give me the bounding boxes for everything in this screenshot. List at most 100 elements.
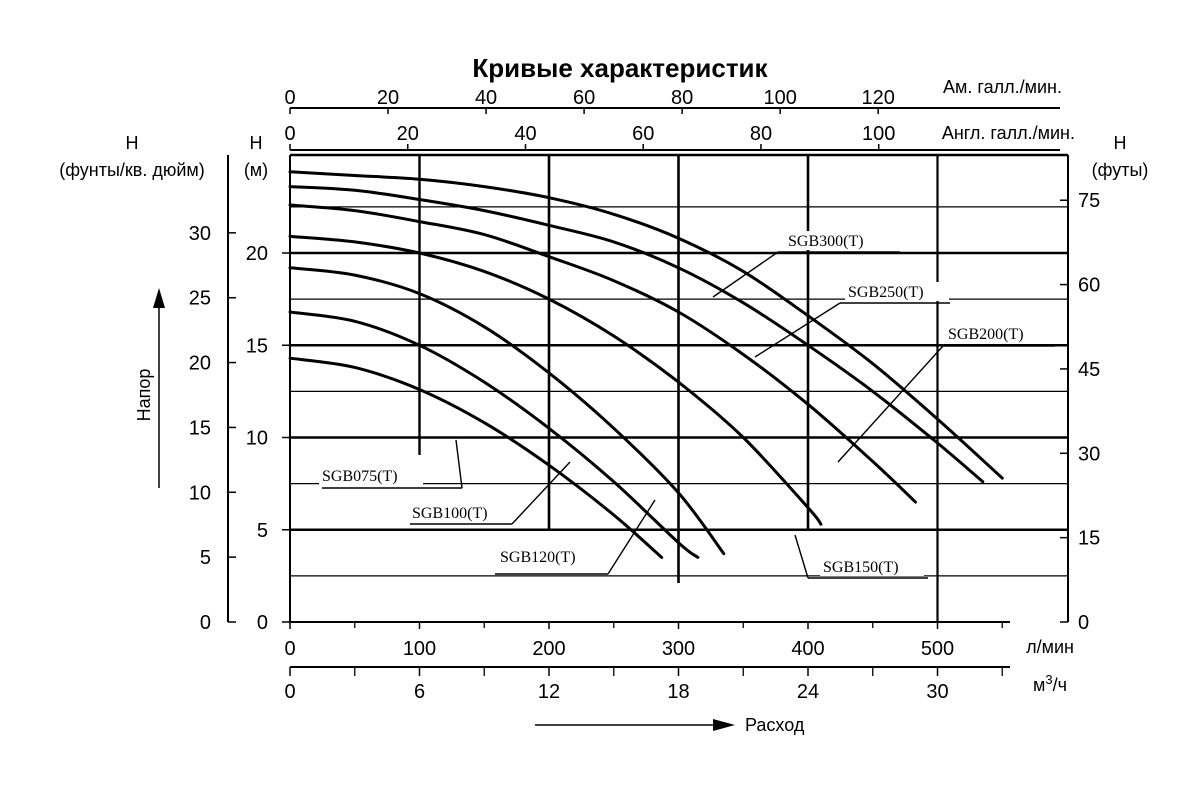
tick-label: 12 bbox=[538, 681, 560, 703]
tick-label: 100 bbox=[763, 87, 796, 109]
tick-label: 500 bbox=[921, 638, 954, 660]
x-axis-arrow: Расход bbox=[535, 715, 805, 735]
tick-label: 400 bbox=[791, 638, 824, 660]
top-uk-axis: Англ. галл./мин. 0 20 40 60 80 100 bbox=[284, 123, 1075, 151]
tick-label: 40 bbox=[475, 87, 497, 109]
y-axis-label: Напор bbox=[134, 369, 154, 422]
tick-label: 0 bbox=[284, 638, 295, 660]
curve-series bbox=[288, 170, 1004, 559]
top-us-axis: Ам. галл./мин. 0 20 40 60 80 100 120 bbox=[284, 77, 1062, 114]
tick-label: 30 bbox=[1078, 443, 1100, 465]
tick-label: 75 bbox=[1078, 190, 1100, 212]
left-m-unit: (м) bbox=[244, 160, 268, 180]
tick-label: 10 bbox=[189, 482, 211, 504]
left-m-axis: H (м) 0 5 10 15 20 bbox=[244, 133, 290, 634]
tick-label: 60 bbox=[573, 87, 595, 109]
left-m-title: H bbox=[250, 133, 263, 153]
curve-label-leader bbox=[837, 345, 944, 463]
tick-label: 6 bbox=[414, 681, 425, 703]
tick-label: 15 bbox=[189, 417, 211, 439]
left-psi-axis: H (фунты/кв. дюйм) 0 5 10 15 20 25 30 bbox=[59, 133, 236, 634]
chart-title: Кривые характеристик bbox=[472, 53, 768, 83]
tick-label: 100 bbox=[862, 123, 895, 145]
curve-sgb075t bbox=[288, 356, 664, 559]
bottom-lpm-unit: л/мин bbox=[1026, 637, 1074, 657]
curve-label: SGB150(T) bbox=[823, 559, 899, 576]
tick-label: 20 bbox=[377, 87, 399, 109]
curve-sgb250t bbox=[288, 185, 985, 484]
tick-label: 60 bbox=[632, 123, 654, 145]
curve-label-leader bbox=[754, 302, 841, 358]
tick-label: 60 bbox=[1078, 275, 1100, 297]
curve-label-leader bbox=[607, 499, 656, 575]
tick-label: 200 bbox=[532, 638, 565, 660]
tick-label: 0 bbox=[284, 87, 295, 109]
curve-label-leader bbox=[794, 534, 809, 579]
curve-sgb150t bbox=[288, 234, 823, 526]
bottom-m3h-unit-base: м bbox=[1033, 675, 1045, 695]
tick-label: 24 bbox=[797, 681, 819, 703]
curve-label-bg bbox=[409, 503, 513, 522]
curve-label-bg bbox=[945, 324, 1049, 343]
curve-labels: SGB075(T) SGB100(T) SGB120(T) SGB150(T) SGB2… bbox=[319, 231, 1055, 579]
tick-label: 40 bbox=[514, 123, 536, 145]
left-psi-title: H bbox=[126, 133, 139, 153]
tick-label: 25 bbox=[189, 288, 211, 310]
tick-label: 15 bbox=[1078, 528, 1100, 550]
curve-label-bg bbox=[497, 547, 601, 566]
bottom-m3h-unit-exp: 3 bbox=[1045, 672, 1052, 687]
tick-label: 120 bbox=[862, 87, 895, 109]
y-axis-arrow: Напор bbox=[134, 288, 165, 488]
plot-frame bbox=[289, 153, 1068, 622]
curve-label-leader bbox=[511, 461, 571, 525]
tick-label: 45 bbox=[1078, 359, 1100, 381]
curve-sgb100t bbox=[288, 310, 700, 559]
curve-label: SGB200(T) bbox=[948, 326, 1024, 343]
tick-label: 15 bbox=[246, 335, 268, 357]
tick-label: 100 bbox=[403, 638, 436, 660]
tick-label: 0 bbox=[284, 681, 295, 703]
tick-label: 30 bbox=[189, 223, 211, 245]
curve-sgb300t bbox=[288, 170, 1004, 480]
tick-label: 18 bbox=[667, 681, 689, 703]
tick-label: 0 bbox=[1078, 612, 1089, 634]
right-ft-title: H bbox=[1114, 133, 1127, 153]
bottom-m3h-unit: м3/ч bbox=[1033, 672, 1067, 695]
curve-label: SGB120(T) bbox=[500, 549, 576, 566]
curve-label-bg bbox=[845, 282, 949, 301]
tick-label: 20 bbox=[397, 123, 419, 145]
tick-label: 20 bbox=[189, 353, 211, 375]
bottom-m3h-unit-tail: /ч bbox=[1053, 675, 1067, 695]
curve-label: SGB300(T) bbox=[788, 233, 864, 250]
top-uk-axis-unit: Англ. галл./мин. bbox=[942, 123, 1075, 143]
tick-label: 300 bbox=[662, 638, 695, 660]
left-psi-unit: (фунты/кв. дюйм) bbox=[59, 160, 205, 180]
bottom-m3h-axis: м3/ч 0 6 12 18 24 30 bbox=[284, 666, 1067, 703]
curve-label: SGB100(T) bbox=[412, 505, 488, 522]
plot-grid bbox=[290, 155, 1068, 622]
top-us-axis-unit: Ам. галл./мин. bbox=[943, 77, 1062, 97]
curve-label-bg bbox=[820, 557, 924, 576]
tick-label: 0 bbox=[257, 612, 268, 634]
x-axis-label: Расход bbox=[745, 715, 805, 735]
curve-label: SGB075(T) bbox=[322, 468, 398, 485]
bottom-lpm-axis: л/мин 0 100 200 300 400 500 bbox=[284, 621, 1074, 660]
tick-label: 5 bbox=[257, 520, 268, 542]
tick-label: 5 bbox=[200, 547, 211, 569]
curve-label-leader bbox=[455, 439, 463, 489]
curve-sgb200t bbox=[288, 203, 917, 504]
tick-label: 10 bbox=[246, 428, 268, 450]
curve-label-bg bbox=[785, 231, 889, 250]
curve-label-leader bbox=[712, 251, 779, 298]
curve-label-bg bbox=[319, 466, 423, 485]
tick-label: 20 bbox=[246, 243, 268, 265]
tick-label: 80 bbox=[671, 87, 693, 109]
tick-label: 80 bbox=[750, 123, 772, 145]
tick-label: 0 bbox=[284, 123, 295, 145]
tick-label: 0 bbox=[200, 612, 211, 634]
tick-label: 30 bbox=[926, 681, 948, 703]
right-ft-axis: H (футы) 0 15 30 45 60 75 bbox=[1060, 133, 1148, 634]
right-ft-unit: (футы) bbox=[1092, 160, 1149, 180]
curve-sgb120t bbox=[288, 266, 726, 556]
